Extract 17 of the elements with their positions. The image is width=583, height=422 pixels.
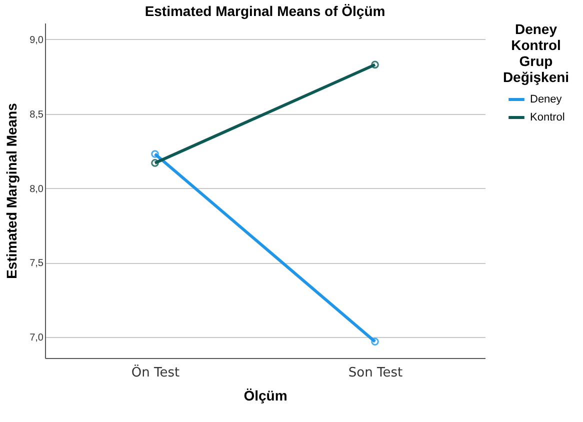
y-tick-label: 9,0 xyxy=(30,34,44,46)
x-axis-title: Ölçüm xyxy=(244,388,288,404)
legend-label: Kontrol xyxy=(530,112,565,124)
chart-title: Estimated Marginal Means of Ölçüm xyxy=(144,3,386,19)
y-tick-label: 8,5 xyxy=(30,109,44,120)
y-axis-title: Estimated Marginal Means xyxy=(4,102,20,279)
point xyxy=(371,60,379,69)
x-tick-label: Ön Test xyxy=(131,364,180,380)
legend-title: Deney Kontrol Grup Değişkeni xyxy=(502,21,570,85)
legend-label: Deney xyxy=(530,94,562,106)
point xyxy=(151,150,159,158)
point xyxy=(151,159,159,167)
x-tick-label: Son Test xyxy=(348,366,403,380)
y-tick-label: 7,0 xyxy=(30,332,44,344)
y-tick-label: 8,0 xyxy=(30,184,44,195)
point xyxy=(371,338,379,346)
y-tick-label: 7,5 xyxy=(30,258,44,270)
